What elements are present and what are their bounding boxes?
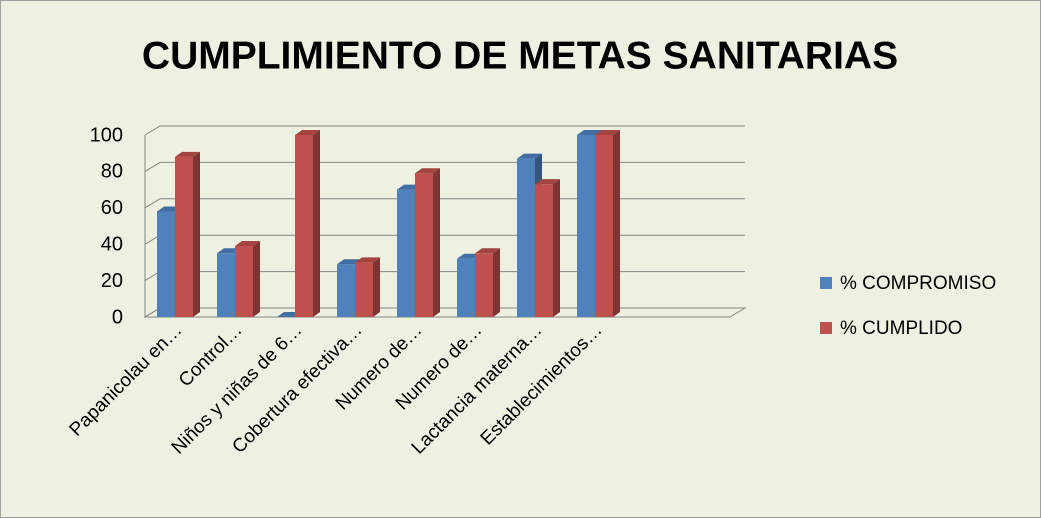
bar-top xyxy=(295,130,320,135)
bar-top xyxy=(577,130,602,135)
bar-top xyxy=(535,179,560,185)
bar-front xyxy=(235,246,253,317)
y-tick-label: 20 xyxy=(101,270,123,292)
bar-side xyxy=(373,257,380,317)
bar-side xyxy=(613,130,620,317)
bar-top xyxy=(595,130,620,135)
legend-label: % CUMPLIDO xyxy=(840,318,962,339)
legend-swatch xyxy=(820,277,832,289)
bar-front xyxy=(397,189,415,317)
y-tick-label: 40 xyxy=(101,233,123,255)
bar-front xyxy=(217,253,235,317)
bar-side xyxy=(253,241,260,317)
bar-front xyxy=(295,135,313,317)
chart-title: CUMPLIMIENTO DE METAS SANITARIAS xyxy=(142,34,898,77)
bar-top xyxy=(355,257,380,263)
bar-top xyxy=(517,153,542,159)
bar xyxy=(535,179,560,317)
bar xyxy=(235,241,260,317)
bar xyxy=(295,130,320,317)
y-tick-label: 60 xyxy=(101,197,123,219)
bar-side xyxy=(433,168,440,317)
grid-line xyxy=(144,125,745,136)
bar-front xyxy=(157,211,175,317)
bar-front xyxy=(517,158,535,317)
bar-front xyxy=(475,253,493,317)
bar-front xyxy=(415,173,433,317)
bar-front xyxy=(355,262,373,317)
bar xyxy=(475,248,500,317)
legend-label: % COMPROMISO xyxy=(840,273,996,294)
bar xyxy=(595,130,620,317)
bar xyxy=(415,168,440,317)
bar-front xyxy=(535,184,553,317)
bar-top xyxy=(235,241,260,247)
bar-side xyxy=(553,179,560,317)
grid-line xyxy=(144,161,745,172)
bar xyxy=(355,257,380,317)
bar-side xyxy=(313,130,320,317)
bar-front xyxy=(457,258,475,317)
bar-front xyxy=(175,156,193,317)
bar-front xyxy=(577,135,595,317)
y-tick-label: 0 xyxy=(112,306,123,328)
y-tick-label: 100 xyxy=(90,124,123,146)
bar xyxy=(175,151,200,317)
bar-front xyxy=(337,264,355,317)
bar-side xyxy=(493,248,500,317)
bar-top xyxy=(415,168,440,174)
bar-top xyxy=(175,151,200,157)
y-tick-label: 80 xyxy=(101,161,123,183)
bar-side xyxy=(193,151,200,317)
bar-front xyxy=(595,135,613,317)
bar-top xyxy=(475,248,500,254)
legend-swatch xyxy=(820,322,832,334)
